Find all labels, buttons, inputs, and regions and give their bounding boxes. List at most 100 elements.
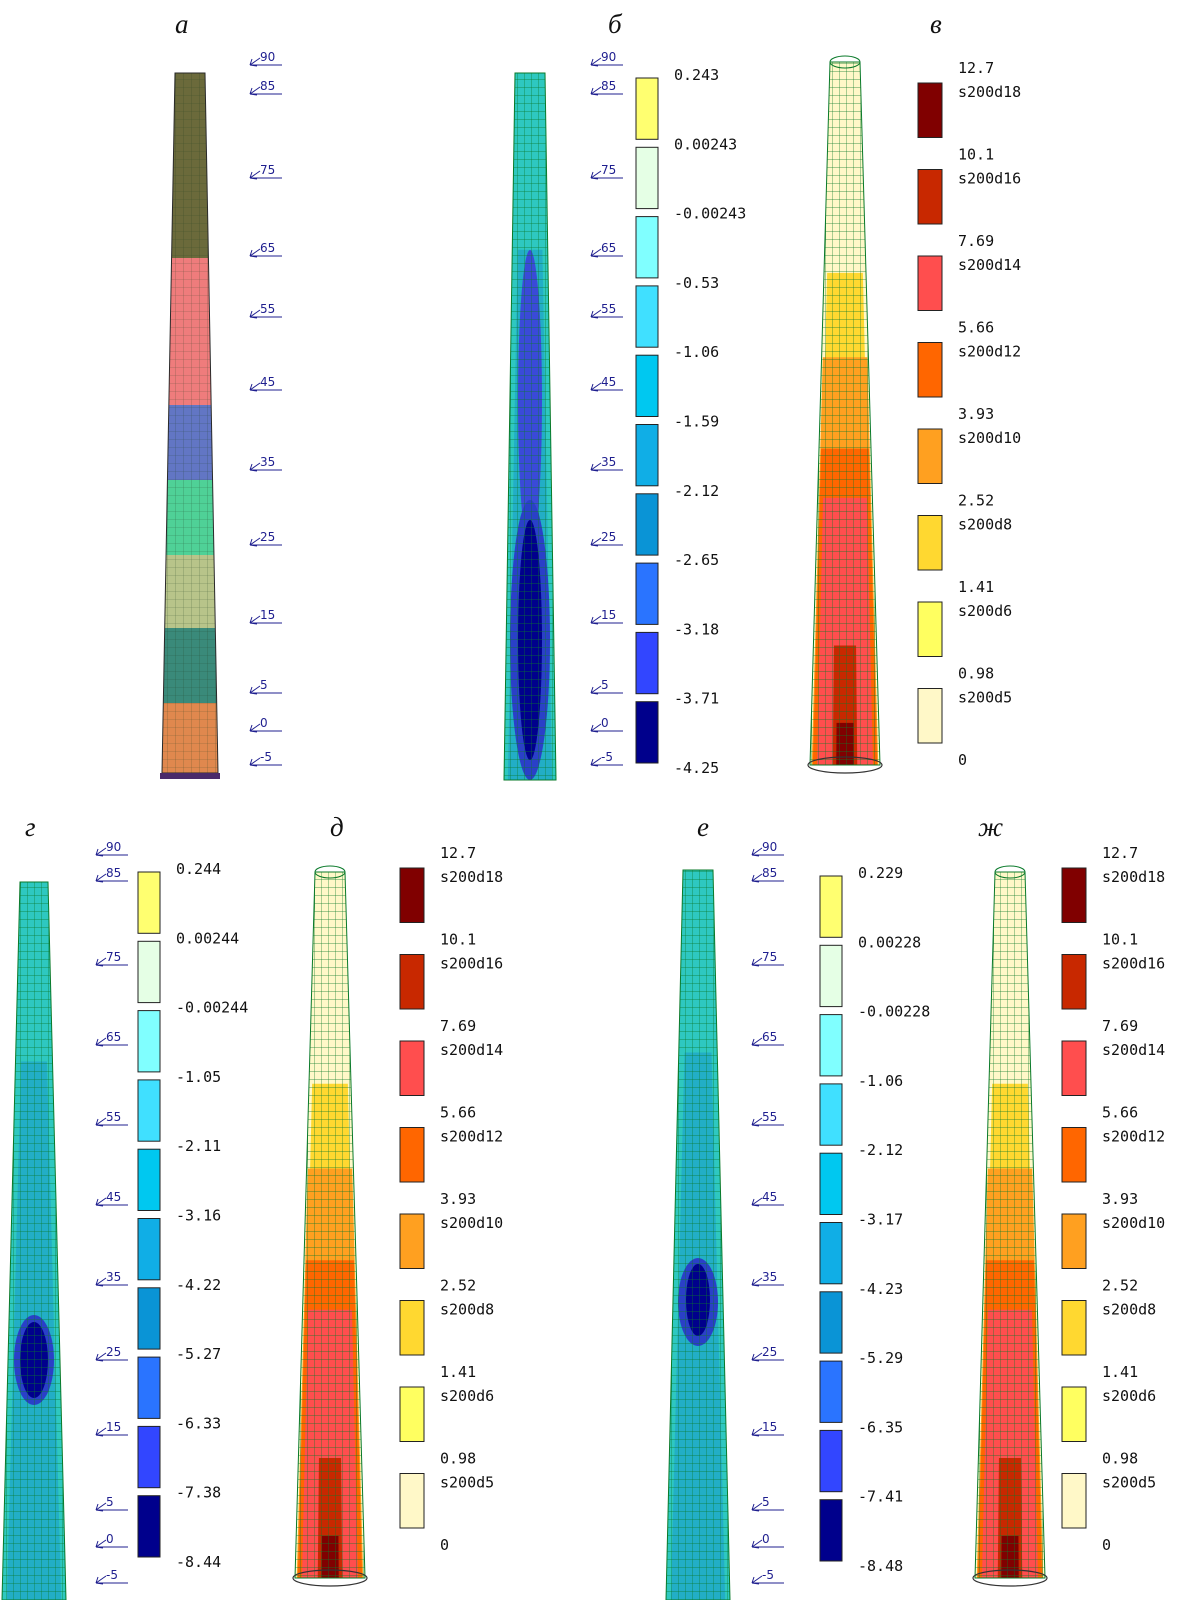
stress-legend-e-swatch: [819, 1360, 843, 1423]
reinforcement-legend-v-swatch: [917, 82, 943, 138]
stress-legend-b-value: -0.00243: [674, 205, 746, 223]
panel-label-e: е: [697, 812, 709, 842]
reinforcement-mesh-grid: [809, 61, 881, 766]
reinforcement-legend-d-name: s200d6: [440, 1387, 494, 1405]
level-value: 55: [762, 1110, 777, 1124]
reinforcement-legend-v-value: 1.41: [958, 578, 994, 596]
level-value: 35: [106, 1270, 121, 1284]
stress-legend-e-swatch: [819, 1429, 843, 1493]
panel-label-a: а: [175, 9, 189, 39]
level-value: -5: [601, 750, 613, 764]
reinforcement-legend-v-value: 0: [958, 751, 967, 769]
reinforcement-legend-v-swatch: [917, 169, 943, 225]
stress-legend-g-swatch: [137, 1010, 161, 1073]
stress-legend-e-value: 0.00228: [858, 933, 921, 951]
reinforcement-legend-d-swatch: [399, 1127, 425, 1183]
reinforcement-legend-v-name: s200d18: [958, 83, 1021, 101]
stress-legend-e-swatch: [819, 1222, 843, 1285]
stress-legend-b-swatch: [635, 562, 659, 625]
level-arrow-icon: [249, 382, 261, 392]
reinforcement-legend-d-value: 1.41: [440, 1363, 476, 1381]
reinforcement-legend-v-name: s200d5: [958, 689, 1012, 707]
level-value: 0: [106, 1532, 114, 1546]
level-value: 45: [601, 375, 616, 389]
elevation-e-mark: 15: [751, 1420, 784, 1437]
stress-tower-e: [665, 869, 731, 1600]
elevation-b-mark: 35: [590, 455, 623, 472]
level-value: 15: [762, 1420, 777, 1434]
stress-legend-b-swatch: [635, 354, 659, 418]
reinforcement-legend-v-name: s200d16: [958, 170, 1021, 188]
stress-mesh-grid: [665, 869, 731, 1600]
level-value: 85: [260, 79, 275, 93]
stress-legend-b-swatch: [635, 77, 659, 140]
elevation-g-mark: 25: [95, 1345, 128, 1362]
reinforcement-legend-zh-value: 5.66: [1102, 1104, 1138, 1122]
stress-legend-e-value: -1.06: [858, 1072, 903, 1090]
reinforcement-mesh-grid: [974, 871, 1046, 1579]
elevation-g-mark: 5: [95, 1495, 128, 1512]
stress-legend-e-value: 0.229: [858, 864, 903, 882]
elevation-b-mark: 90: [590, 50, 623, 67]
elevation-marks-e: 90 85 75 65 55 45 35 25 15 5 0 -5: [751, 840, 784, 1585]
reinforcement-legend-d-name: s200d18: [440, 868, 503, 886]
elevation-a-mark: 65: [249, 241, 282, 258]
stress-legend-b-swatch: [635, 146, 659, 210]
level-value: 55: [260, 302, 275, 316]
reinforcement-legend-v-name: s200d14: [958, 256, 1021, 274]
reinforcement-legend-v-swatch: [917, 255, 943, 311]
reinforcement-legend-d-name: s200d12: [440, 1128, 503, 1146]
level-value: 5: [762, 1495, 770, 1509]
elevation-marks-a: 90 85 75 65 55 45 35 25 15 5 0 -5: [249, 50, 282, 767]
stress-legend-b-value: 0.243: [674, 66, 719, 84]
elevation-a-mark: 55: [249, 302, 282, 319]
elevation-a-mark: 15: [249, 608, 282, 625]
level-arrow-icon: [751, 1502, 763, 1512]
stress-legend-b-value: -3.18: [674, 620, 719, 638]
elevation-g-mark: 85: [95, 866, 128, 883]
reinforcement-legend-zh-value: 2.52: [1102, 1277, 1138, 1295]
reinforcement-legend-v-swatch: [917, 428, 943, 484]
level-value: 45: [106, 1190, 121, 1204]
level-arrow-icon: [95, 1575, 107, 1585]
level-arrow-icon: [751, 1352, 763, 1362]
stress-tower-b: [503, 72, 557, 781]
stress-legend-e-value: -8.48: [858, 1557, 903, 1575]
reinforcement-mesh-grid: [294, 871, 366, 1579]
stress-tower-g: [1, 881, 67, 1600]
level-value: 45: [762, 1190, 777, 1204]
reinforcement-legend-zh-swatch: [1061, 1386, 1087, 1442]
level-arrow-icon: [590, 309, 602, 319]
elevation-b-mark: 15: [590, 608, 623, 625]
stress-legend-b-value: -1.06: [674, 343, 719, 361]
reinforcement-legend-v-swatch: [917, 342, 943, 398]
level-value: 25: [601, 530, 616, 544]
level-value: 15: [601, 608, 616, 622]
elevation-e-mark: 35: [751, 1270, 784, 1287]
tower-foundation: [160, 773, 220, 779]
stress-legend-g-value: 0.244: [176, 860, 221, 878]
level-value: 90: [762, 840, 777, 854]
reinforcement-legend-zh-value: 0.98: [1102, 1450, 1138, 1468]
stress-legend-e-swatch: [819, 1014, 843, 1077]
tower-zones-diagram: [160, 72, 220, 779]
level-value: 35: [260, 455, 275, 469]
reinforcement-legend-v-value: 10.1: [958, 146, 994, 164]
stress-legend-b-value: -2.65: [674, 551, 719, 569]
reinforcement-tower-v: [807, 55, 883, 774]
level-value: 0: [762, 1532, 770, 1546]
tower-top-ring: [314, 865, 346, 879]
elevation-g-mark: 90: [95, 840, 128, 857]
reinforcement-legend-v-swatch: [917, 515, 943, 571]
level-arrow-icon: [590, 757, 602, 767]
level-value: 0: [601, 716, 609, 730]
elevation-b-mark: 65: [590, 241, 623, 258]
elevation-g-mark: 15: [95, 1420, 128, 1437]
stress-legend-b-swatch: [635, 424, 659, 487]
level-arrow-icon: [249, 723, 261, 733]
stress-legend-e-swatch: [819, 1499, 843, 1562]
elevation-a-mark: 5: [249, 678, 282, 695]
stress-legend-b: 0.243 0.00243 -0.00243 -0.53 -1.06 -1.59 -2.12…: [635, 66, 746, 777]
stress-legend-g-swatch: [137, 1148, 161, 1211]
